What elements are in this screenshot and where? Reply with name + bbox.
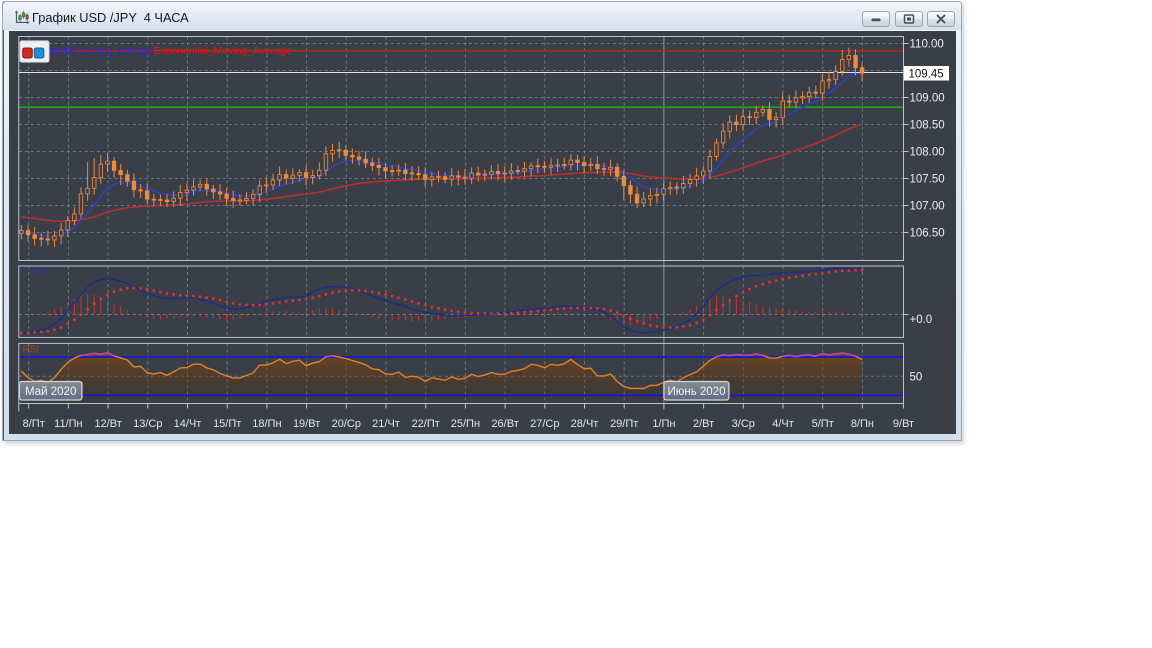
svg-text:8/Пт: 8/Пт — [22, 418, 44, 430]
svg-text:MACD: MACD — [22, 266, 51, 277]
svg-text:26/Вт: 26/Вт — [491, 418, 518, 430]
svg-text:8/Пн: 8/Пн — [850, 418, 873, 430]
svg-text:+0.0: +0.0 — [909, 314, 932, 326]
svg-text:109.45: 109.45 — [908, 68, 943, 80]
svg-text:108.50: 108.50 — [909, 120, 944, 132]
svg-text:График USD /JPY 4 ЧАСА: График USD /JPY 4 ЧАСА — [32, 10, 189, 25]
svg-text:Май 2020: Май 2020 — [25, 386, 76, 398]
svg-text:2/Вт: 2/Вт — [693, 418, 714, 430]
svg-text:28/Чт: 28/Чт — [570, 418, 598, 430]
svg-text:12/Вт: 12/Вт — [94, 418, 121, 430]
svg-text:18/Пн: 18/Пн — [252, 418, 281, 430]
svg-text:15/Пт: 15/Пт — [213, 418, 241, 430]
svg-text:13/Ср: 13/Ср — [133, 418, 162, 430]
svg-text:107.00: 107.00 — [909, 201, 944, 213]
svg-text:1/Пн: 1/Пн — [652, 418, 675, 430]
svg-text:106.50: 106.50 — [909, 228, 944, 240]
svg-text:21/Чт: 21/Чт — [372, 418, 400, 430]
svg-text:11/Пн: 11/Пн — [54, 418, 82, 430]
svg-text:20/Ср: 20/Ср — [331, 418, 360, 430]
svg-text:Exponential_Moving_Average: Exponential_Moving_Average — [23, 45, 154, 57]
svg-text:27/Ср: 27/Ср — [530, 418, 559, 430]
svg-text:3/Ср: 3/Ср — [731, 418, 754, 430]
svg-text:19/Вт: 19/Вт — [292, 418, 319, 430]
svg-text:9/Вт: 9/Вт — [892, 418, 913, 430]
svg-text:25/Пн: 25/Пн — [450, 418, 479, 430]
svg-text:109.00: 109.00 — [909, 93, 944, 105]
svg-text:4/Чт: 4/Чт — [772, 418, 794, 430]
svg-text:Exponential_Moving_Average: Exponential_Moving_Average — [153, 45, 291, 57]
svg-text:50: 50 — [909, 372, 922, 384]
svg-text:5/Пт: 5/Пт — [811, 418, 833, 430]
svg-text:22/Пт: 22/Пт — [411, 418, 439, 430]
svg-text:29/Пт: 29/Пт — [610, 418, 638, 430]
svg-text:Июнь 2020: Июнь 2020 — [667, 386, 725, 398]
svg-text:RSI: RSI — [22, 345, 39, 356]
svg-text:110.00: 110.00 — [909, 39, 943, 51]
svg-text:107.50: 107.50 — [909, 174, 944, 186]
svg-text:108.00: 108.00 — [909, 147, 944, 159]
svg-text:14/Чт: 14/Чт — [173, 418, 201, 430]
